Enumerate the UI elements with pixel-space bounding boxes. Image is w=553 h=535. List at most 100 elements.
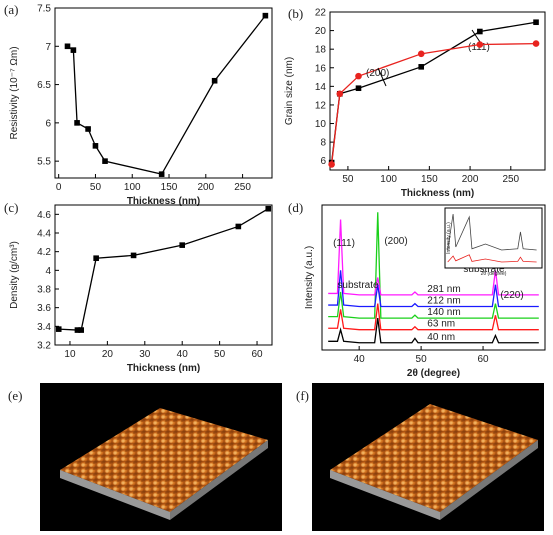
panel-label: (f) — [296, 388, 309, 403]
data-point — [262, 12, 269, 19]
annotation: (111) — [333, 238, 355, 249]
x-tick-label: 0 — [56, 182, 62, 193]
series-label: 212 nm — [427, 296, 460, 307]
x-tick-label: 200 — [197, 182, 214, 193]
y-tick-label: 3.8 — [37, 285, 51, 296]
data-point — [130, 252, 137, 259]
y-tick-label: 14 — [315, 82, 327, 93]
x-tick-label: 150 — [161, 182, 178, 193]
series-label: 140 nm — [427, 307, 460, 318]
panel-label: (c) — [4, 200, 18, 215]
data-point — [70, 47, 77, 53]
data-point — [355, 72, 362, 80]
x-axis-label: Thickness (nm) — [127, 196, 200, 207]
data-point — [64, 43, 71, 50]
y-tick-label: 6.5 — [37, 80, 51, 91]
x-tick-label: 40 — [177, 349, 189, 360]
data-point — [102, 158, 108, 164]
y-axis-label: Intensity (a.u.) — [304, 246, 315, 309]
data-point — [328, 161, 335, 168]
plot-frame — [54, 7, 273, 179]
data-point — [93, 255, 99, 261]
data-point — [417, 50, 425, 58]
data-line — [67, 15, 266, 175]
y-tick-label: 18 — [315, 45, 327, 56]
afm-image-f — [312, 383, 544, 531]
x-tick-label: 40 — [354, 354, 366, 365]
y-tick-label: 12 — [315, 100, 327, 111]
afm-image-e — [40, 383, 282, 531]
x-tick-label: 200 — [462, 174, 479, 185]
y-tick-label: 4.2 — [37, 247, 51, 258]
x-tick-label: 50 — [416, 354, 428, 365]
series-label: 281 nm — [427, 284, 460, 295]
data-point — [179, 242, 186, 248]
plot-frame — [329, 11, 546, 171]
x-axis-label: 2θ (degree) — [407, 368, 460, 379]
inset-y-label: Intensity (a.u.) — [446, 222, 452, 254]
plot-frame — [54, 204, 273, 346]
panel-label: (b) — [288, 6, 303, 21]
plot-frame — [321, 204, 546, 351]
data-point — [336, 90, 344, 98]
y-tick-label: 7 — [45, 42, 51, 53]
x-tick-label: 50 — [342, 174, 354, 185]
data-point — [211, 77, 218, 84]
x-axis-label: Thickness (nm) — [127, 363, 200, 374]
x-tick-label: 100 — [124, 182, 141, 193]
label-arrow — [377, 67, 387, 87]
y-tick-label: 16 — [315, 63, 327, 74]
y-tick-label: 4.4 — [37, 229, 51, 240]
x-tick-label: 150 — [421, 174, 438, 185]
y-tick-label: 3.6 — [37, 303, 51, 314]
data-line — [328, 318, 539, 344]
data-point — [355, 85, 362, 92]
panel-label: (a) — [4, 2, 18, 17]
data-point — [265, 205, 272, 212]
y-axis-label: Grain size (nm) — [284, 57, 295, 125]
y-tick-label: 20 — [315, 26, 327, 37]
y-tick-label: 4 — [45, 266, 51, 277]
y-tick-label: 6 — [320, 156, 326, 167]
series-label: 63 nm — [427, 319, 455, 330]
data-point — [477, 28, 483, 35]
x-tick-label: 100 — [380, 174, 397, 185]
x-tick-label: 30 — [139, 349, 151, 360]
y-tick-label: 7.5 — [37, 4, 51, 15]
data-point — [235, 223, 242, 230]
data-point — [74, 327, 81, 333]
data-point — [85, 126, 91, 132]
x-tick-label: 250 — [234, 182, 251, 193]
x-tick-label: 20 — [102, 349, 114, 360]
data-point — [78, 327, 84, 333]
panel-label: (e) — [8, 388, 22, 403]
y-tick-label: 3.2 — [37, 341, 51, 352]
y-tick-label: 6 — [45, 118, 51, 129]
data-point — [533, 19, 539, 26]
data-point — [74, 120, 80, 126]
annotation: (220) — [500, 290, 523, 301]
x-tick-label: 50 — [214, 349, 226, 360]
data-point — [92, 143, 99, 149]
x-tick-label: 10 — [64, 349, 76, 360]
data-point — [158, 171, 165, 177]
data-point — [532, 40, 540, 47]
y-axis-label: Density (g/cm³) — [9, 241, 20, 309]
y-tick-label: 5.5 — [37, 157, 51, 168]
annotation: substrate — [337, 280, 379, 291]
inset-line — [447, 213, 537, 251]
data-line — [328, 303, 539, 331]
x-tick-label: 250 — [502, 174, 519, 185]
inset-frame — [444, 207, 543, 269]
annotation: (200) — [384, 236, 407, 247]
y-tick-label: 8 — [320, 138, 326, 149]
data-point — [55, 326, 62, 332]
y-axis-label: Resistivity (10⁻⁷ Ωm) — [9, 46, 20, 139]
y-tick-label: 3.4 — [37, 322, 51, 333]
x-tick-label: 50 — [90, 182, 102, 193]
y-tick-label: 4.6 — [37, 210, 51, 221]
annotation: substrate — [463, 264, 505, 275]
y-tick-label: 10 — [315, 119, 327, 130]
data-line — [330, 42, 537, 165]
